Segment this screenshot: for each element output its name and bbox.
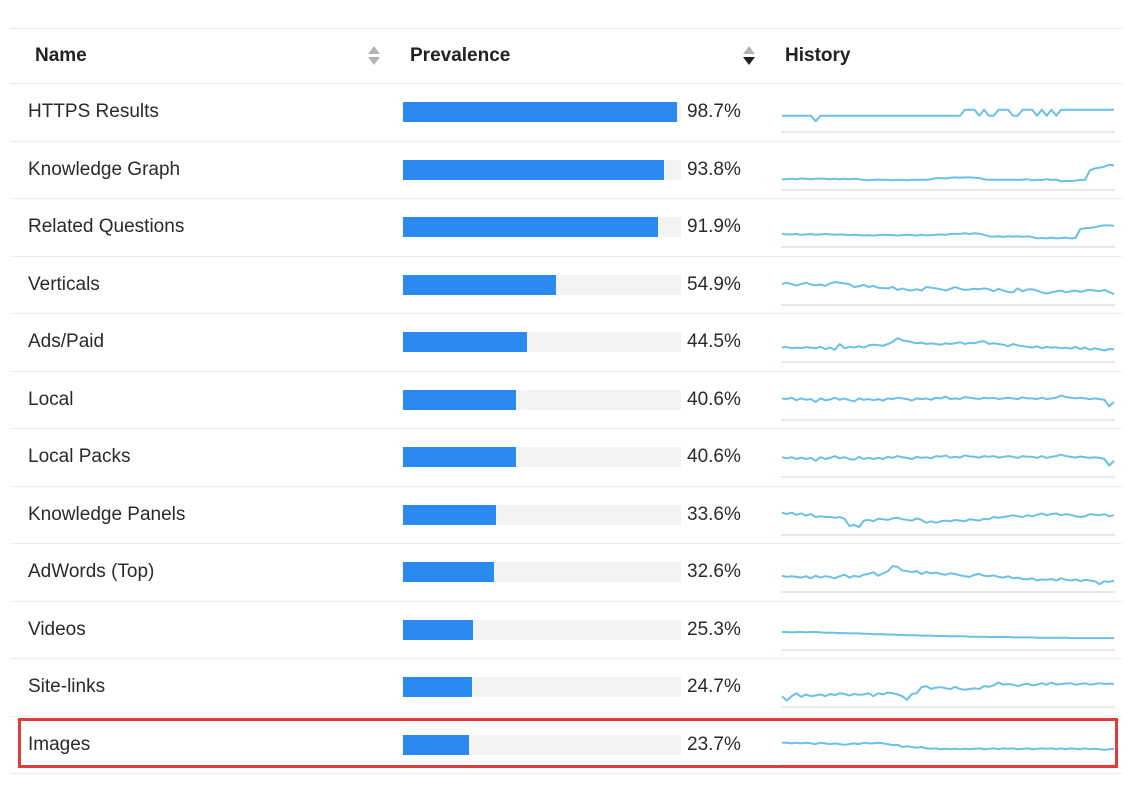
prevalence-bar-track	[403, 102, 681, 123]
sort-name-icon[interactable]	[368, 46, 380, 66]
prevalence-bar-track	[403, 504, 681, 525]
column-header-prevalence[interactable]: Prevalence	[410, 45, 511, 66]
table-row[interactable]: Knowledge Panels 33.6%	[10, 487, 1122, 544]
history-sparkline	[781, 511, 1115, 535]
sparkline-series	[781, 511, 1115, 528]
prevalence-bar	[403, 217, 659, 238]
prevalence-value: 91.9%	[687, 216, 741, 238]
prevalence-bar	[403, 332, 527, 353]
prevalence-bar-track	[403, 677, 681, 698]
history-sparkline	[781, 453, 1115, 478]
history-sparkline	[781, 224, 1115, 248]
prevalence-value: 33.6%	[687, 503, 741, 525]
row-name: Local Packs	[28, 446, 131, 468]
sparkline-series	[781, 280, 1115, 295]
table-row[interactable]: Local 40.6%	[10, 372, 1122, 429]
row-name: HTTPS Results	[28, 101, 159, 123]
row-name: Ads/Paid	[28, 331, 105, 353]
row-name: Videos	[28, 618, 86, 640]
table-row[interactable]: Ads/Paid 44.5%	[10, 314, 1122, 372]
prevalence-bar	[403, 504, 497, 525]
sparkline-series	[781, 337, 1115, 352]
table-row[interactable]: AdWords (Top) 32.6%	[10, 544, 1122, 602]
prevalence-bar	[403, 159, 664, 180]
history-sparkline	[781, 108, 1115, 133]
row-name: Knowledge Graph	[28, 158, 181, 180]
row-name: Related Questions	[28, 216, 185, 238]
sparkline-series	[782, 630, 1114, 639]
serp-features-table: Name Prevalence History HTTPS Results 98.…	[10, 28, 1122, 774]
history-sparkline	[781, 565, 1115, 593]
prevalence-value: 25.3%	[687, 618, 741, 640]
table-row[interactable]: Local Packs 40.6%	[10, 429, 1122, 487]
table-header: Name Prevalence History	[10, 28, 1122, 84]
prevalence-bar	[403, 677, 472, 698]
sparkline-series	[781, 224, 1115, 240]
row-name: Site-links	[28, 676, 106, 698]
sparkline-series	[781, 681, 1115, 702]
prevalence-value: 23.7%	[687, 733, 741, 755]
prevalence-bar	[403, 734, 469, 755]
history-sparkline	[781, 630, 1115, 650]
prevalence-bar-track	[403, 734, 681, 755]
prevalence-bar	[403, 619, 474, 640]
history-sparkline	[781, 681, 1115, 708]
prevalence-bar	[403, 562, 494, 583]
prevalence-bar-track	[403, 562, 681, 583]
sort-prevalence-icon[interactable]	[743, 46, 755, 66]
table-row[interactable]: HTTPS Results 98.7%	[10, 84, 1122, 142]
prevalence-bar-track	[403, 217, 681, 238]
prevalence-value: 24.7%	[687, 676, 741, 698]
prevalence-value: 98.7%	[687, 101, 741, 123]
table-row[interactable]: Knowledge Graph 93.8%	[10, 142, 1122, 199]
prevalence-value: 32.6%	[687, 561, 741, 583]
table-body: HTTPS Results 98.7% Knowledge Graph 93.8% Re…	[10, 84, 1122, 774]
sparkline-series	[781, 394, 1115, 407]
row-name: Verticals	[28, 273, 100, 295]
prevalence-bar-track	[403, 619, 681, 640]
prevalence-bar	[403, 102, 678, 123]
sparkline-series	[782, 163, 1115, 182]
prevalence-bar-track	[403, 332, 681, 353]
history-sparkline	[781, 337, 1115, 363]
prevalence-bar-track	[403, 447, 681, 468]
column-header-name[interactable]: Name	[35, 45, 87, 66]
table-row[interactable]: Verticals 54.9%	[10, 257, 1122, 314]
table-row[interactable]: Videos 25.3%	[10, 602, 1122, 659]
history-sparkline	[781, 394, 1115, 420]
prevalence-bar-track	[403, 159, 681, 180]
row-name: AdWords (Top)	[28, 561, 155, 583]
prevalence-bar	[403, 389, 516, 410]
table-row[interactable]: Site-links 24.7%	[10, 659, 1122, 717]
history-sparkline	[781, 163, 1115, 190]
history-sparkline	[781, 280, 1115, 305]
prevalence-value: 40.6%	[687, 446, 741, 468]
prevalence-bar	[403, 274, 556, 295]
table-row[interactable]: Images 23.7%	[10, 717, 1122, 774]
column-header-history: History	[785, 45, 851, 66]
prevalence-bar-track	[403, 389, 681, 410]
history-sparkline	[781, 741, 1115, 765]
row-name: Local	[28, 388, 74, 410]
prevalence-value: 93.8%	[687, 158, 741, 180]
sparkline-series	[781, 565, 1115, 586]
row-name: Images	[28, 733, 91, 755]
prevalence-value: 44.5%	[687, 331, 741, 353]
prevalence-value: 54.9%	[687, 273, 741, 295]
prevalence-bar-track	[403, 274, 681, 295]
table-row[interactable]: Related Questions 91.9%	[10, 199, 1122, 257]
sparkline-series	[781, 453, 1115, 467]
sparkline-series	[782, 108, 1114, 123]
sparkline-series	[782, 741, 1115, 751]
prevalence-bar	[403, 447, 516, 468]
prevalence-value: 40.6%	[687, 388, 741, 410]
row-name: Knowledge Panels	[28, 503, 186, 525]
